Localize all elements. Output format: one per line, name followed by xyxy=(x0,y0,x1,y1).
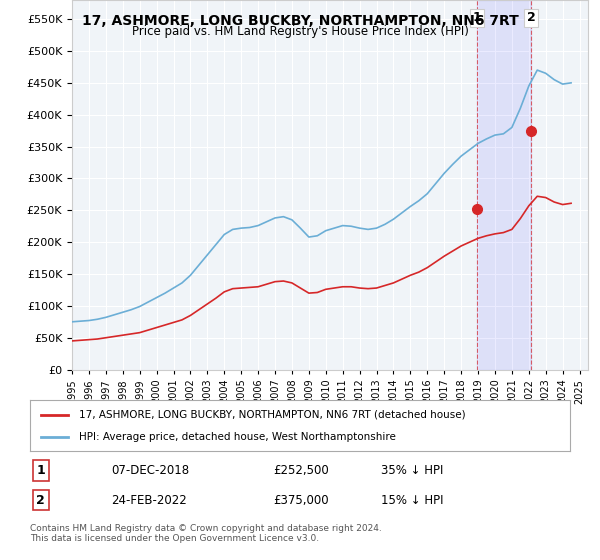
Text: £375,000: £375,000 xyxy=(273,494,329,507)
Text: 17, ASHMORE, LONG BUCKBY, NORTHAMPTON, NN6 7RT (detached house): 17, ASHMORE, LONG BUCKBY, NORTHAMPTON, N… xyxy=(79,409,465,419)
Text: 35% ↓ HPI: 35% ↓ HPI xyxy=(381,464,443,477)
Text: 07-DEC-2018: 07-DEC-2018 xyxy=(111,464,189,477)
Bar xyxy=(476,0,532,370)
Text: Price paid vs. HM Land Registry's House Price Index (HPI): Price paid vs. HM Land Registry's House … xyxy=(131,25,469,38)
Text: Contains HM Land Registry data © Crown copyright and database right 2024.
This d: Contains HM Land Registry data © Crown c… xyxy=(30,524,382,543)
Text: 17, ASHMORE, LONG BUCKBY, NORTHAMPTON, NN6 7RT: 17, ASHMORE, LONG BUCKBY, NORTHAMPTON, N… xyxy=(82,14,518,28)
Text: HPI: Average price, detached house, West Northamptonshire: HPI: Average price, detached house, West… xyxy=(79,432,395,442)
Text: £252,500: £252,500 xyxy=(273,464,329,477)
Text: 1: 1 xyxy=(472,11,481,24)
Text: 24-FEB-2022: 24-FEB-2022 xyxy=(111,494,187,507)
Text: 2: 2 xyxy=(37,494,45,507)
Text: 2: 2 xyxy=(527,11,536,24)
Text: 15% ↓ HPI: 15% ↓ HPI xyxy=(381,494,443,507)
Text: 1: 1 xyxy=(37,464,45,477)
